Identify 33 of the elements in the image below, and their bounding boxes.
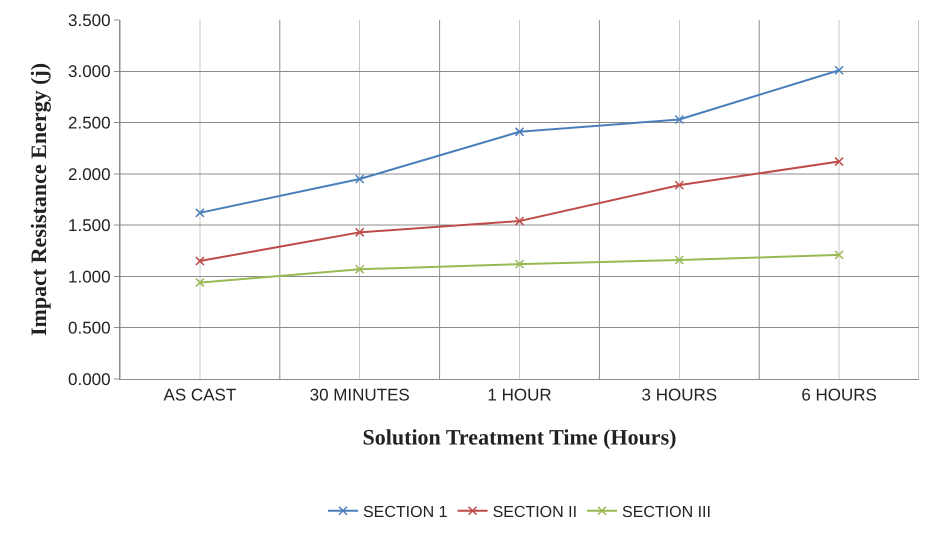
- point: [514, 259, 524, 269]
- legend-label: SECTION II: [492, 504, 578, 522]
- y-tick-label: 0.500: [68, 318, 111, 338]
- y-tick-label: 1.000: [68, 267, 111, 286]
- x-tick-label: 6 HOURS: [801, 385, 877, 404]
- point: [514, 216, 524, 226]
- point: [674, 114, 684, 124]
- y-tick-label: 3.000: [68, 62, 111, 82]
- point: [834, 250, 844, 260]
- x-tick-label: 30 MINUTES: [310, 385, 410, 404]
- point: [195, 256, 205, 266]
- point: [354, 174, 364, 184]
- point: [354, 228, 364, 238]
- point: [514, 127, 524, 137]
- y-tick-label: 1.500: [68, 216, 111, 236]
- point: [674, 255, 684, 265]
- y-axis-title: Impact Resistance Energy (j): [26, 62, 51, 336]
- point: [674, 180, 684, 190]
- y-tick-label: 3.500: [68, 10, 111, 30]
- y-tick-label: 2.500: [68, 114, 111, 133]
- point: [195, 278, 205, 288]
- legend-label: SECTION 1: [363, 504, 448, 522]
- x-tick-label: 1 HOUR: [487, 385, 552, 404]
- y-tick-label: 0.000: [68, 370, 111, 389]
- x-tick-label: 3 HOURS: [642, 385, 718, 404]
- legend-label: SECTION III: [622, 504, 711, 522]
- point: [354, 264, 364, 274]
- x-axis-title: Solution Treatment Time (Hours): [362, 424, 676, 450]
- point: [834, 156, 844, 166]
- x-tick-label: AS CAST: [164, 385, 236, 404]
- point: [195, 208, 205, 218]
- y-tick-label: 2.000: [68, 164, 111, 184]
- point: [834, 66, 844, 76]
